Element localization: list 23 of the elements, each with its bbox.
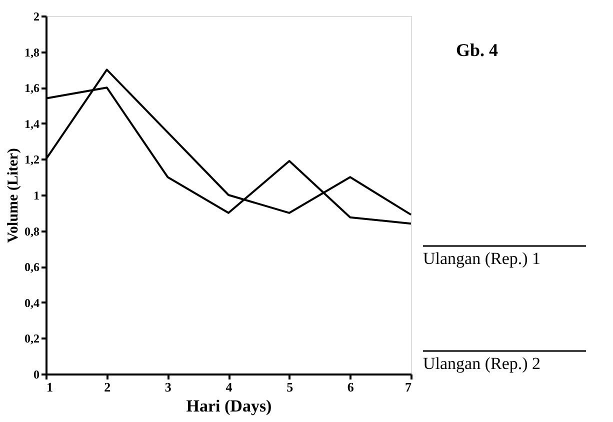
y-tick-label: 1,6 (24, 81, 40, 96)
text: Gb. 4 (456, 40, 498, 60)
y-tick-label: 0,2 (24, 332, 40, 346)
text: Ulangan (Rep.) 2 (423, 354, 541, 373)
text: Ulangan (Rep.) 1 (423, 249, 541, 268)
x-tick-label: 7 (405, 380, 412, 394)
x-axis-title: Hari (Days) (186, 396, 272, 416)
y-tick-label: 1 (34, 188, 40, 202)
x-tick-label: 1 (46, 380, 53, 394)
y-tick-label: 0,4 (24, 296, 40, 310)
y-tick-label: 1,2 (24, 152, 40, 167)
x-tick-label: 3 (164, 380, 172, 394)
y-tick-label: 2 (34, 10, 40, 24)
x-tick-label: 6 (347, 380, 354, 394)
y-tick-label: 1,8 (24, 45, 40, 60)
y-tick-label: 0,8 (24, 224, 40, 238)
y-tick-label: 0 (34, 368, 40, 382)
x-tick-label: 4 (226, 380, 233, 394)
x-tick-label: 2 (104, 380, 111, 394)
y-tick-label: 0,6 (24, 260, 40, 274)
y-tick-label: 1,4 (24, 116, 40, 131)
y-axis-title: Volume (Liter) (6, 148, 22, 243)
x-tick-label: 5 (286, 380, 294, 394)
